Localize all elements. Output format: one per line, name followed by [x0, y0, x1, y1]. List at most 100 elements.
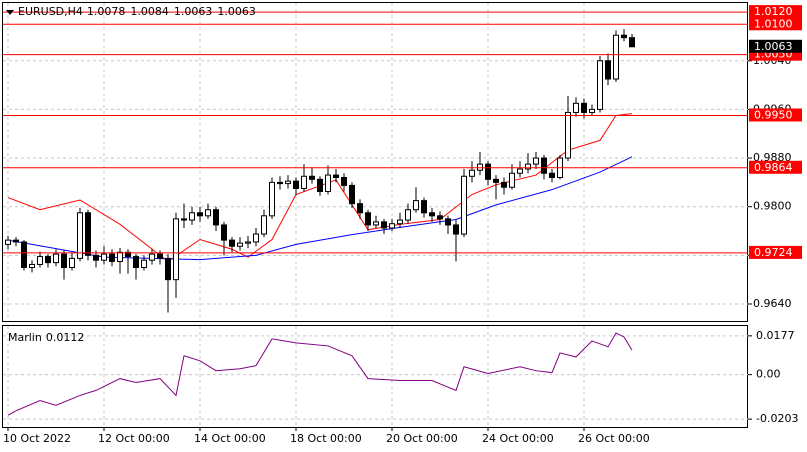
candle-body [269, 181, 275, 217]
candle-body [349, 184, 355, 205]
candle-body [21, 241, 27, 268]
candle-body [357, 203, 363, 214]
high-value: 1.0084 [130, 5, 169, 18]
candle-body [141, 259, 147, 268]
candle-body [261, 215, 267, 235]
price-label-box [749, 39, 802, 53]
level-label-box [749, 17, 802, 31]
labels-layer: EURUSD,H4 1.0078 1.0084 1.0063 1.0063 Ma… [3, 5, 802, 445]
candle-body [597, 60, 603, 110]
candle-body [581, 102, 587, 113]
candle-body [541, 157, 547, 174]
candle-body [613, 34, 619, 80]
candle-body [277, 181, 283, 185]
level-label-box [749, 245, 802, 259]
candle-body [165, 257, 171, 281]
candle-body [125, 251, 131, 258]
candle-body [53, 253, 59, 264]
candle-body [421, 200, 427, 214]
marks-layer [3, 11, 748, 416]
candle-body [397, 219, 403, 225]
current-price-label: 1.0063 [754, 40, 793, 53]
y-tick-label: 0.9800 [753, 200, 792, 213]
candle-body [485, 163, 491, 180]
candle-body [205, 209, 211, 217]
candle-body [117, 251, 123, 262]
candle-body [365, 212, 371, 226]
candle-body [221, 224, 227, 241]
candle-body [533, 157, 539, 165]
candle-body [37, 256, 43, 265]
candle-body [109, 253, 115, 262]
level-label-box [749, 160, 802, 174]
candle-body [549, 172, 555, 179]
candle-body [517, 168, 523, 174]
candle-body [237, 242, 243, 247]
candle-body [93, 254, 99, 261]
candle-body [189, 212, 195, 221]
candle-body [621, 34, 627, 39]
candle-body [309, 175, 315, 180]
candle-body [589, 108, 595, 113]
x-tick-label: 24 Oct 00:00 [482, 432, 554, 445]
candle-body [605, 60, 611, 80]
level-label: 0.9950 [754, 108, 793, 121]
low-value: 1.0063 [174, 5, 213, 18]
indicator-tick-label: 0.0177 [756, 329, 795, 342]
x-tick-label: 18 Oct 00:00 [290, 432, 362, 445]
candle-body [293, 180, 299, 189]
candle-body [341, 177, 347, 186]
main-pane-frame [2, 2, 748, 322]
candle-body [157, 253, 163, 259]
candle-body [405, 209, 411, 221]
candle-body [429, 212, 435, 217]
level-label-box [749, 108, 802, 122]
indicator-tick-label: 0.00 [756, 368, 781, 381]
candle-body [253, 233, 259, 243]
candle-body [301, 175, 307, 189]
indicator-line [7, 332, 633, 416]
candle-body [573, 102, 579, 113]
open-value: 1.0078 [87, 5, 126, 18]
candle-body [77, 212, 83, 259]
level-label: 1.0120 [754, 5, 793, 18]
candle-body [437, 215, 443, 220]
level-label: 1.0100 [754, 17, 793, 30]
candle-body [389, 223, 395, 229]
level-label-box [749, 5, 802, 19]
symbol-arrow [6, 10, 14, 15]
candle-body [213, 209, 219, 226]
candle-body [245, 241, 251, 244]
candle-body [469, 169, 475, 177]
indicator-pane-frame [2, 325, 748, 428]
candle-body [285, 180, 291, 185]
candle-body [413, 200, 419, 211]
candle-body [453, 224, 459, 235]
x-tick-label: 14 Oct 00:00 [194, 432, 266, 445]
candle-body [493, 178, 499, 183]
candle-body [69, 257, 75, 268]
candle-body [5, 239, 11, 245]
indicator-name: Marlin [8, 331, 42, 344]
close-value: 1.0063 [217, 5, 256, 18]
candle-body [381, 221, 387, 229]
candle-body [149, 253, 155, 261]
candle-body [133, 256, 139, 268]
candle-body [197, 212, 203, 217]
candle-body [181, 218, 187, 221]
candle-body [333, 174, 339, 179]
candle-body [461, 175, 467, 235]
candle-body [565, 111, 571, 159]
candle-body [13, 239, 19, 243]
moving-average [7, 156, 633, 261]
candle-body [317, 178, 323, 192]
candle-body [325, 174, 331, 192]
candle-body [445, 218, 451, 226]
candle-body [229, 239, 235, 247]
x-tick-label: 26 Oct 00:00 [578, 432, 650, 445]
candle-body [525, 163, 531, 170]
candle-body [477, 163, 483, 171]
candle-body [173, 218, 179, 281]
candle-body [509, 172, 515, 188]
